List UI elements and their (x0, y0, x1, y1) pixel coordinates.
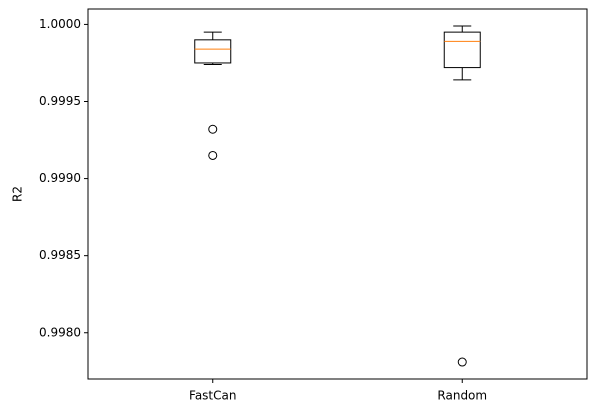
y-tick-label: 1.0000 (39, 17, 81, 31)
box (443, 31, 481, 69)
y-tick-label: 0.9990 (39, 171, 81, 185)
y-tick-label: 0.9980 (39, 325, 81, 339)
y-axis-label: R2 (11, 186, 25, 202)
outlier (457, 357, 467, 367)
outlier (208, 124, 218, 134)
x-tick-label: Random (437, 389, 487, 403)
box (194, 39, 232, 64)
outlier (208, 150, 218, 160)
y-tick-label: 0.9995 (39, 94, 81, 108)
axes-frame (87, 8, 588, 380)
x-tick-label: FastCan (189, 389, 236, 403)
y-tick-label: 0.9985 (39, 248, 81, 262)
